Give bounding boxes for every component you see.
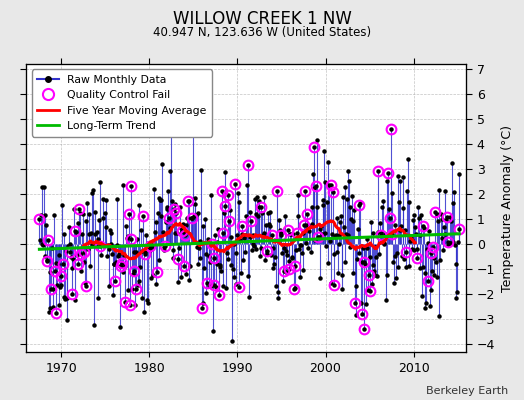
Y-axis label: Temperature Anomaly (°C): Temperature Anomaly (°C) [501, 124, 514, 292]
Text: WILLOW CREEK 1 NW: WILLOW CREEK 1 NW [172, 10, 352, 28]
Text: 40.947 N, 123.636 W (United States): 40.947 N, 123.636 W (United States) [153, 26, 371, 39]
Legend: Raw Monthly Data, Quality Control Fail, Five Year Moving Average, Long-Term Tren: Raw Monthly Data, Quality Control Fail, … [31, 70, 212, 136]
Text: Berkeley Earth: Berkeley Earth [426, 386, 508, 396]
